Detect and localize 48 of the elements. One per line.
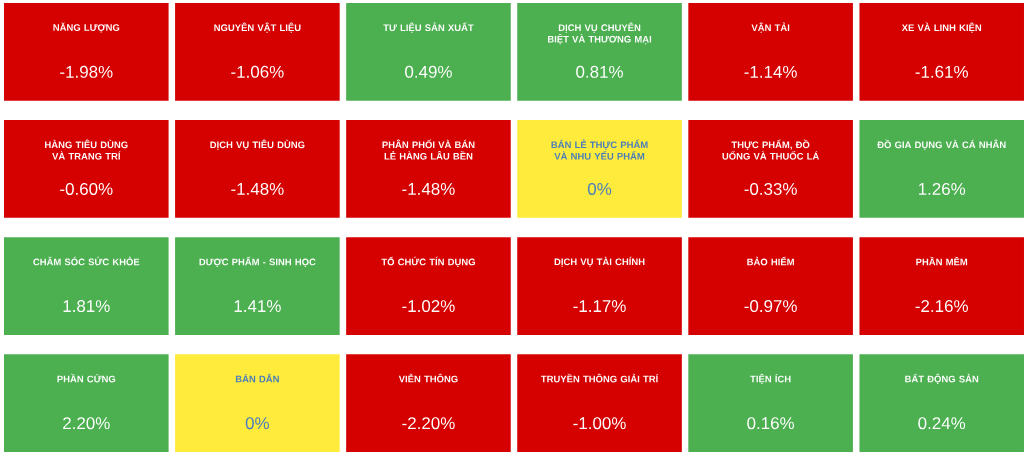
data-label: -1.17% bbox=[573, 300, 626, 313]
category-label: TRUYỀN THÔNG GIẢI TRÍ bbox=[540, 373, 659, 383]
data-label: -1.06% bbox=[231, 65, 284, 78]
data-label: 1.81% bbox=[63, 300, 110, 313]
category-label: THỰC PHẨM, ĐỒ UỐNG VÀ THUỐC LÁ bbox=[722, 139, 820, 160]
category-label: PHẦN MỀM bbox=[916, 256, 968, 266]
category-label: PHÂN PHỐI VÀ BÁN LẺ HÀNG LÂU BỀN bbox=[382, 139, 475, 160]
category-label: VIỄN THÔNG bbox=[398, 373, 458, 383]
data-label: -1.00% bbox=[573, 417, 626, 430]
category-label: XE VÀ LINH KIỆN bbox=[901, 22, 982, 33]
data-label: -0.97% bbox=[744, 300, 797, 313]
category-label: TIỆN ÍCH bbox=[750, 373, 791, 385]
category-label: ĐỒ GIA DỤNG VÀ CÁ NHÂN bbox=[877, 139, 1006, 150]
category-label: DỊCH VỤ CHUYÊN BIỆT VÀ THƯƠNG MẠI bbox=[547, 22, 652, 45]
data-label: -0.60% bbox=[60, 183, 113, 196]
data-label: -1.14% bbox=[744, 65, 797, 78]
data-label: 0.16% bbox=[747, 417, 795, 430]
data-label: 1.26% bbox=[918, 183, 966, 196]
category-label: CHĂM SÓC SỨC KHỎE bbox=[33, 256, 140, 266]
data-label: -0.33% bbox=[744, 183, 797, 196]
category-label: DỊCH VỤ TÀI CHÍNH bbox=[554, 256, 645, 267]
data-label: -1.98% bbox=[60, 65, 113, 78]
category-label: PHẦN CỨNG bbox=[57, 373, 116, 383]
category-label: NĂNG LƯỢNG bbox=[53, 22, 120, 33]
data-label: 0.81% bbox=[576, 65, 623, 78]
category-label: BẤT ĐỘNG SẢN bbox=[905, 373, 979, 385]
category-label: TƯ LIỆU SẢN XUẤT bbox=[383, 22, 474, 33]
data-label: -2.16% bbox=[915, 300, 968, 313]
data-label: 0% bbox=[587, 183, 612, 196]
data-label: -2.20% bbox=[402, 417, 455, 430]
category-label: VẬN TẢI bbox=[751, 22, 790, 33]
data-label: 0% bbox=[245, 417, 270, 430]
data-label: 0.49% bbox=[405, 65, 452, 78]
data-label: -1.48% bbox=[231, 183, 284, 196]
category-label: DƯỢC PHẨM - SINH HỌC bbox=[199, 256, 316, 267]
data-label: -1.48% bbox=[402, 183, 455, 196]
category-label: BÁN LẺ THỰC PHẨM VÀ NHU YẾU PHẨM bbox=[551, 139, 648, 160]
category-label: BÁN DẪN bbox=[235, 373, 279, 383]
category-label: DỊCH VỤ TIÊU DÙNG bbox=[210, 139, 305, 150]
data-label: 1.41% bbox=[234, 300, 281, 313]
category-label: NGUYÊN VẬT LIỆU bbox=[214, 22, 301, 33]
data-label: -1.61% bbox=[915, 65, 968, 78]
data-label: 2.20% bbox=[63, 417, 110, 430]
category-label: HÀNG TIÊU DÙNG VÀ TRANG TRÍ bbox=[45, 139, 128, 160]
category-label: TỔ CHỨC TÍN DỤNG bbox=[381, 256, 475, 267]
data-label: 0.24% bbox=[918, 417, 966, 430]
data-label: -1.02% bbox=[402, 300, 455, 313]
category-label: BẢO HIỂM bbox=[747, 256, 794, 266]
